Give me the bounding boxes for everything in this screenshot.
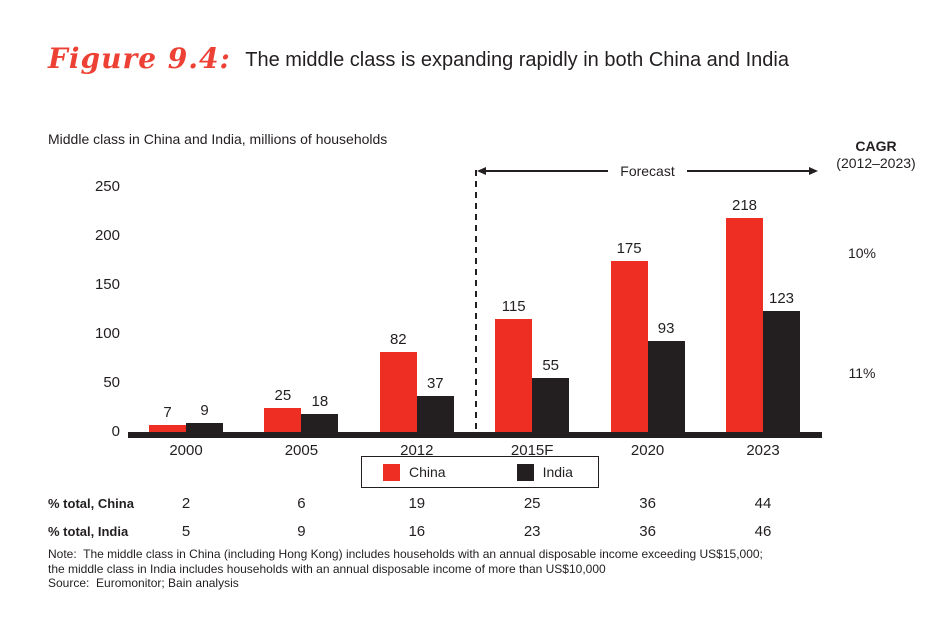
bar-india-2000: [186, 423, 223, 432]
bar-value-label-india-2000: 9: [200, 402, 209, 420]
table-cell: 9: [297, 523, 306, 540]
bar-value-label-china-2012: 82: [389, 330, 407, 348]
table-cell: 5: [181, 523, 191, 540]
legend-swatch-india: [516, 463, 534, 481]
bar-china-2023: [726, 218, 763, 432]
cagr-value-india: 11%: [848, 365, 876, 381]
y-tick-label: 0: [111, 423, 120, 440]
forecast-annotation: Forecast: [477, 162, 818, 179]
note-line-1: Note: The middle class in China (includi…: [48, 547, 763, 561]
y-tick-label: 50: [103, 374, 120, 391]
y-tick-label: 150: [94, 276, 120, 293]
bar-china-2000: [149, 425, 186, 432]
x-tick-label-2020: 2020: [630, 442, 665, 459]
legend-entry-india: India: [516, 463, 573, 481]
bar-india-2020: [647, 340, 685, 432]
y-tick-label: 200: [94, 227, 120, 244]
table-row-label: % total, India: [48, 524, 129, 539]
axis-baseline: [128, 432, 822, 438]
arrow-right-icon: [809, 166, 818, 175]
forecast-line-left: [486, 169, 609, 172]
table-cell: 46: [754, 523, 772, 540]
legend-label-india: India: [542, 464, 573, 480]
cagr-period: (2012–2023): [836, 155, 916, 171]
bar-value-label-india-2012: 37: [426, 374, 444, 392]
x-tick-label-2000: 2000: [169, 442, 203, 459]
cagr-title: CAGR: [855, 138, 897, 154]
table-row-label: % total, China: [48, 496, 134, 511]
y-tick-label: 250: [94, 178, 120, 195]
table-cell: 25: [523, 495, 541, 512]
bar-india-2015F: [532, 378, 570, 432]
table-cell: 36: [639, 523, 656, 540]
table-cell: 16: [408, 523, 426, 540]
table-cell: 44: [754, 495, 772, 512]
x-tick-label-2005: 2005: [284, 442, 319, 459]
forecast-line-right: [686, 169, 809, 172]
bar-value-label-india-2020: 93: [657, 319, 675, 337]
bar-value-label-china-2023: 218: [731, 197, 758, 215]
footnotes: Note: The middle class in China (includi…: [48, 547, 763, 591]
bar-china-2020: [610, 260, 648, 432]
chart-subtitle: Middle class in China and India, million…: [48, 131, 388, 147]
bar-china-2015F: [495, 319, 533, 432]
x-tick-label-2012: 2012: [400, 442, 434, 459]
note-line-2: the middle class in India includes house…: [48, 561, 606, 576]
forecast-divider-line: [475, 170, 477, 432]
legend-entry-china: China: [383, 463, 446, 481]
x-tick-label-2015F: 2015F: [510, 442, 554, 459]
bar-value-label-china-2015F: 115: [501, 298, 526, 316]
bar-value-label-india-2015F: 55: [542, 357, 560, 375]
bar-india-2023: [763, 311, 800, 432]
table-cell: 2: [181, 495, 191, 512]
table-cell: 23: [523, 523, 541, 540]
figure-title: The middle class is expanding rapidly in…: [245, 49, 789, 71]
y-tick-label: 100: [94, 325, 120, 342]
legend-swatch-china: [383, 463, 400, 481]
arrow-left-icon: [477, 166, 486, 175]
table-cell: 6: [297, 495, 306, 512]
legend-label-china: China: [409, 464, 446, 480]
bar-china-2012: [379, 351, 417, 432]
table-cell: 36: [639, 495, 656, 512]
source-line: Source: Euromonitor; Bain analysis: [48, 576, 239, 590]
table-cell: 19: [408, 495, 426, 512]
bar-value-label-india-2023: 123: [768, 290, 795, 308]
bar-value-label-china-2005: 25: [274, 386, 292, 404]
bar-value-label-india-2005: 18: [311, 393, 329, 411]
x-tick-label-2023: 2023: [746, 442, 780, 459]
cagr-header-block: CAGR (2012–2023): [820, 138, 932, 172]
chart-legend: China India: [361, 456, 599, 488]
figure-title-row: Figure 9.4: The middle class is expandin…: [48, 42, 789, 75]
bar-china-2005: [264, 407, 302, 432]
bar-india-2012: [416, 395, 454, 432]
bar-value-label-china-2000: 7: [163, 404, 172, 422]
figure-number-label: Figure 9.4:: [48, 42, 231, 75]
cagr-value-china: 10%: [847, 245, 877, 261]
forecast-label: Forecast: [620, 162, 675, 179]
bar-india-2005: [301, 414, 339, 432]
bar-value-label-china-2020: 175: [616, 239, 642, 257]
